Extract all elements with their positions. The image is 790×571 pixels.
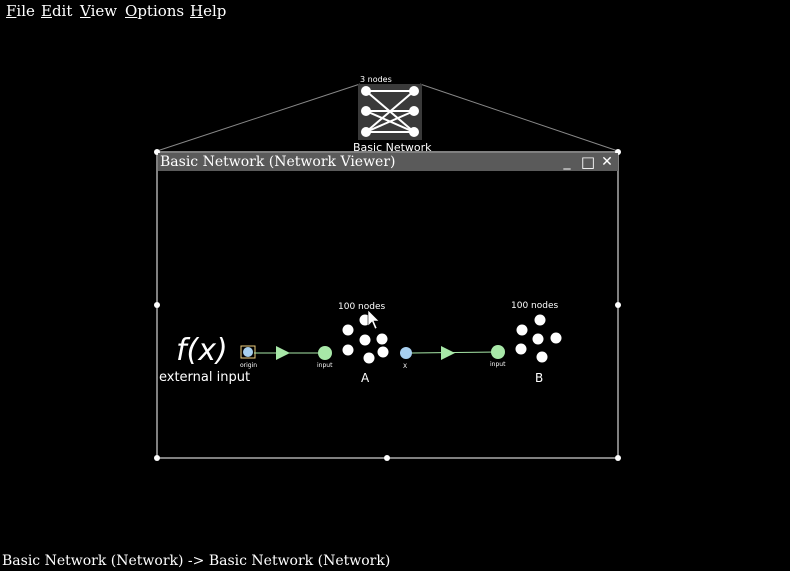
- ensemble-b-count: 100 nodes: [511, 301, 558, 311]
- ensemble-a-origin-label: X: [403, 363, 407, 370]
- origin-box: [240, 345, 256, 359]
- menu-help[interactable]: Help: [190, 2, 227, 20]
- function-input-node[interactable]: f(x) external input origin: [159, 333, 257, 385]
- ensemble-a-input-label: input: [317, 362, 333, 369]
- top-network-icon[interactable]: 3 nodes Basic Network: [353, 75, 432, 154]
- menu-edit[interactable]: Edit: [41, 2, 73, 20]
- origin-dot[interactable]: [243, 347, 253, 357]
- menu-view[interactable]: View: [80, 2, 118, 20]
- top-network-name: Basic Network: [353, 141, 432, 154]
- projection-input-to-a[interactable]: [254, 346, 325, 360]
- zoom-line-left: [156, 83, 361, 152]
- menu-bar: File Edit View Options Help: [0, 0, 790, 22]
- close-icon[interactable]: ✕: [601, 154, 613, 170]
- status-bar: Basic Network (Network) -> Basic Network…: [2, 553, 391, 569]
- function-label: external input: [159, 370, 250, 385]
- origin-label: origin: [240, 362, 257, 369]
- projection-a-to-b[interactable]: [411, 346, 499, 360]
- ensemble-a-name: A: [361, 371, 370, 385]
- minimize-icon[interactable]: _: [563, 154, 571, 170]
- viewer-title: Basic Network (Network Viewer): [160, 154, 396, 170]
- maximize-icon[interactable]: □: [580, 153, 596, 171]
- resize-handles[interactable]: [154, 149, 621, 461]
- ensemble-b[interactable]: input 100 nodes B: [490, 301, 562, 385]
- ensemble-a-input-termination[interactable]: [318, 346, 332, 360]
- zoom-line-right: [419, 83, 619, 152]
- ensemble-a-origin[interactable]: [400, 347, 412, 359]
- function-symbol: f(x): [176, 333, 228, 368]
- menu-file[interactable]: File: [6, 2, 35, 20]
- ensemble-a[interactable]: input 100 nodes A X: [317, 302, 412, 385]
- top-network-count: 3 nodes: [360, 75, 392, 84]
- mouse-cursor-icon: [367, 309, 380, 330]
- menu-options[interactable]: Options: [125, 2, 185, 20]
- ensemble-a-count: 100 nodes: [338, 302, 385, 312]
- ensemble-b-name: B: [535, 371, 543, 385]
- ensemble-b-input-label: input: [490, 361, 506, 368]
- ensemble-b-input-termination[interactable]: [491, 345, 505, 359]
- viewer-title-bar[interactable]: Basic Network (Network Viewer) _ □ ✕: [158, 153, 618, 171]
